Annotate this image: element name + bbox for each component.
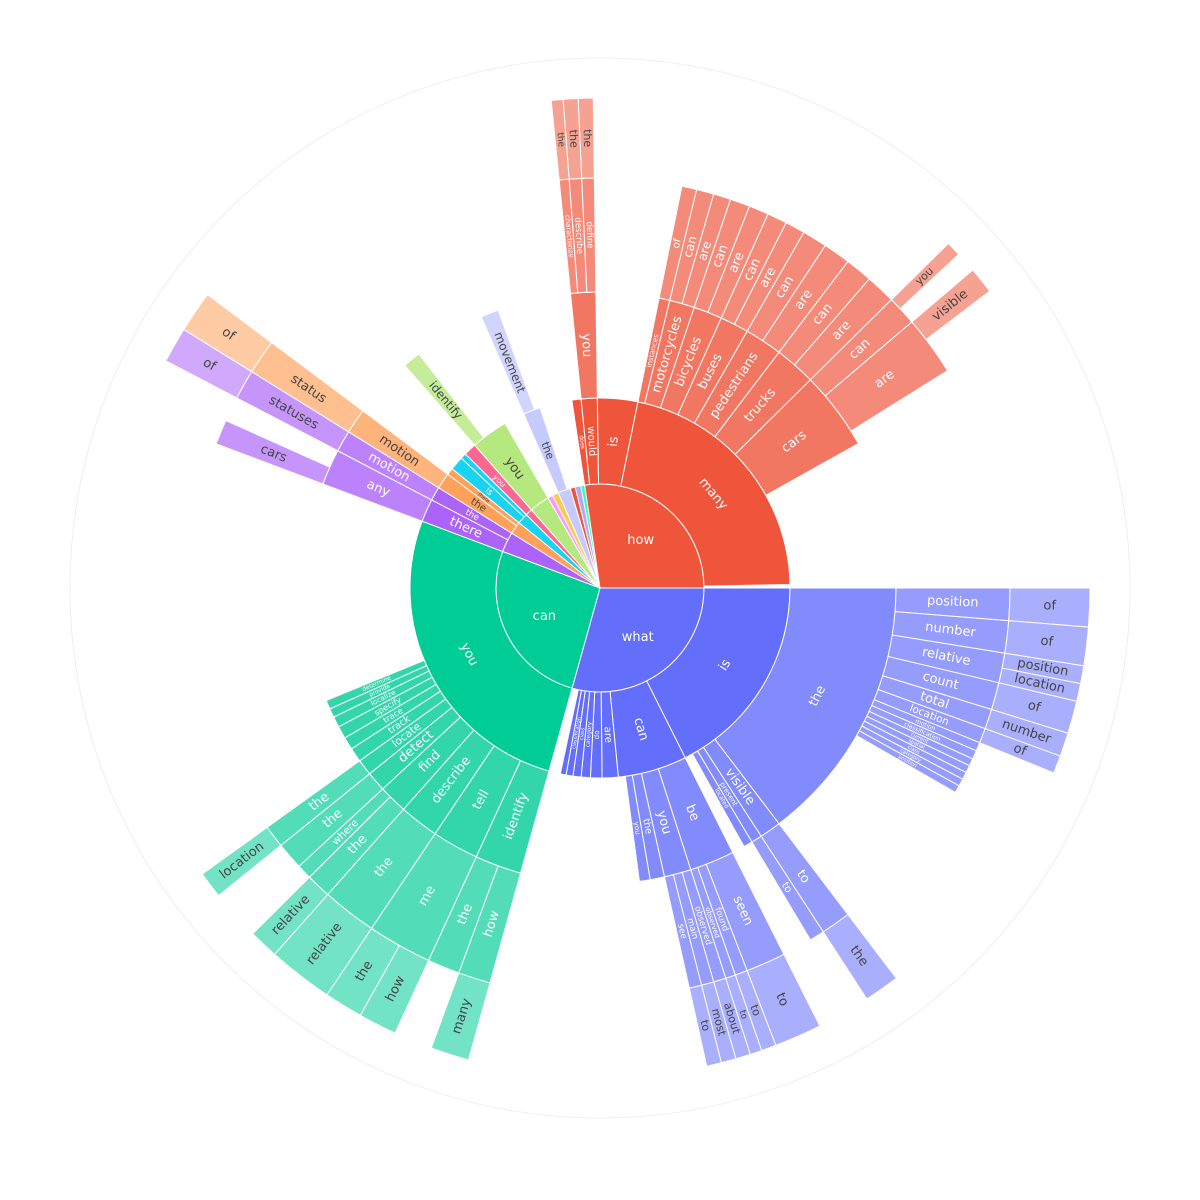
segment-is3-the0-motion0-status0-of0[interactable] [183,293,273,373]
segment-please9-the0-movement0[interactable] [480,309,536,415]
segment-how13-many3-cars6-can0-you0[interactable] [890,242,960,310]
segment-what0-can1-you1-see2-to0[interactable] [688,984,722,1067]
segment-what0-can1-you3[interactable] [624,774,651,882]
segment-can1-you0-identify0-how0-many0[interactable] [430,972,491,1061]
segment-can1-you0-determine11[interactable] [325,659,428,710]
segment-what0-is0-visible1-to0-the0[interactable] [822,913,898,1000]
sunburst-segments [165,97,1091,1067]
segment-could6-you0-identify0[interactable] [404,353,485,446]
segment-what0-type7[interactable] [559,689,582,776]
segment-what0-is0-located3[interactable] [691,750,753,848]
segment-what0-is0-the0-position12[interactable] [855,730,960,794]
segment-how13-would1-you0-define2-the0[interactable] [577,97,595,179]
segment-how13-would1-you0[interactable] [569,291,598,400]
outer-ring [69,57,1131,1119]
segment-how13-many3-cars6-are1-visible0[interactable] [911,269,991,341]
segment-can1-you0-locate5-the0-location0[interactable] [201,826,282,897]
segment-are2-there0-any0-cars0[interactable] [215,419,331,485]
